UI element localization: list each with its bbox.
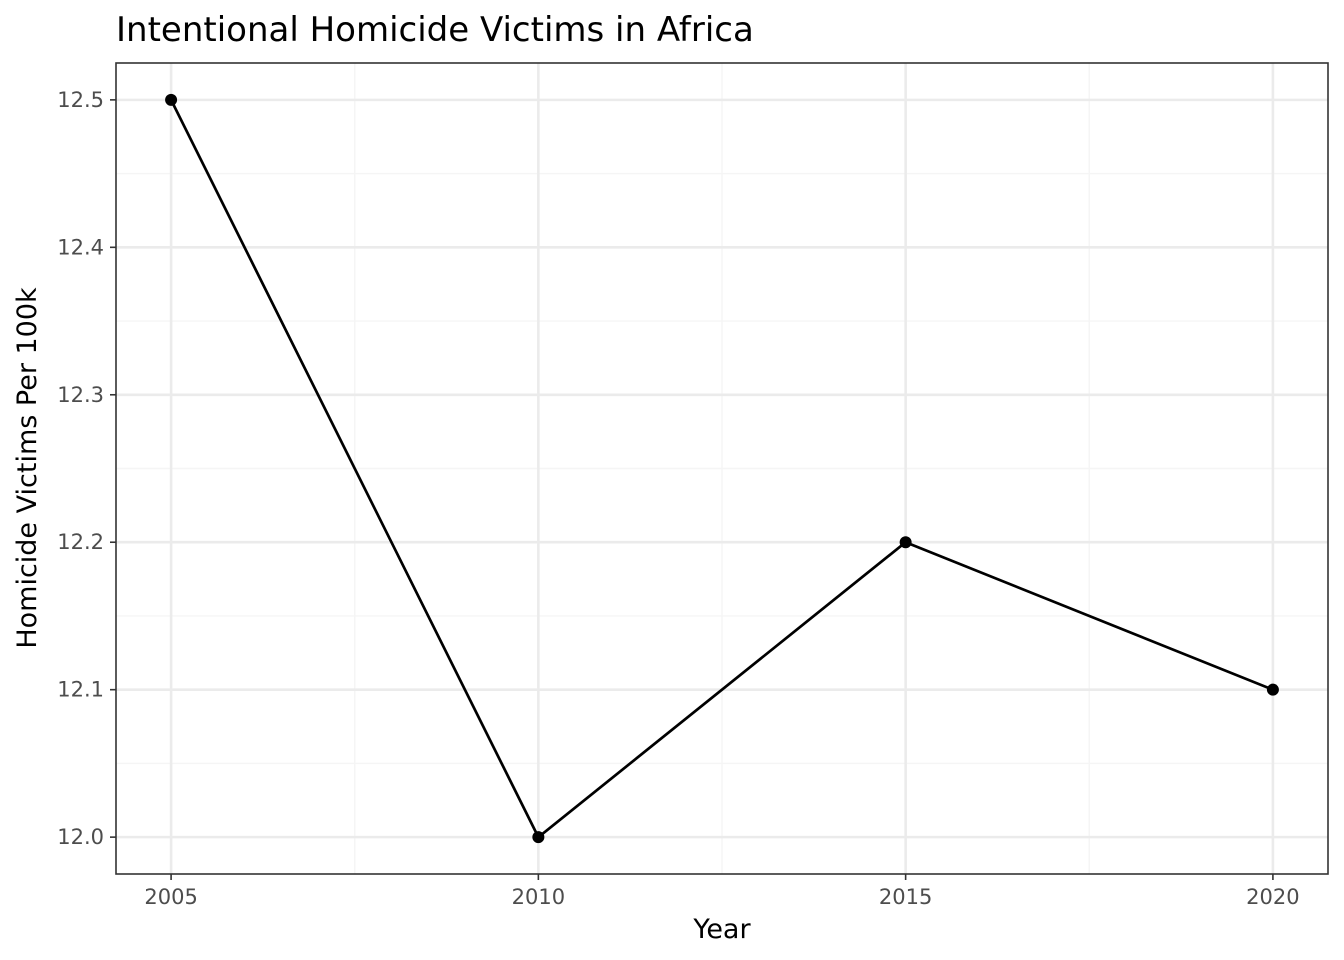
y-axis: 12.0 12.1 12.2 12.3 12.4 12.5 (57, 88, 116, 849)
x-tick-label: 2005 (144, 885, 197, 909)
x-tick-label: 2020 (1246, 885, 1299, 909)
data-point (899, 536, 912, 549)
data-point (165, 93, 178, 106)
series-layer (169, 98, 1275, 839)
y-tick-label: 12.5 (57, 88, 104, 112)
x-axis: 2005 2010 2015 2020 (144, 874, 1300, 909)
chart-title: Intentional Homicide Victims in Africa (116, 10, 754, 50)
y-tick-label: 12.3 (57, 383, 104, 407)
series-line (169, 98, 1275, 839)
y-tick-label: 12.1 (57, 678, 104, 702)
y-tick-label: 12.4 (57, 235, 104, 259)
data-point (532, 831, 545, 844)
x-axis-title: Year (692, 914, 751, 945)
points-layer (165, 93, 1279, 844)
y-tick-label: 12.2 (57, 530, 104, 554)
panel-border (115, 62, 1329, 875)
x-tick-label: 2015 (879, 885, 932, 909)
x-tick-label: 2010 (512, 885, 565, 909)
y-tick-label: 12.0 (57, 825, 104, 849)
grid-layer (116, 63, 1328, 874)
y-axis-title: Homicide Victims Per 100k (12, 287, 43, 649)
data-point (1266, 683, 1279, 696)
